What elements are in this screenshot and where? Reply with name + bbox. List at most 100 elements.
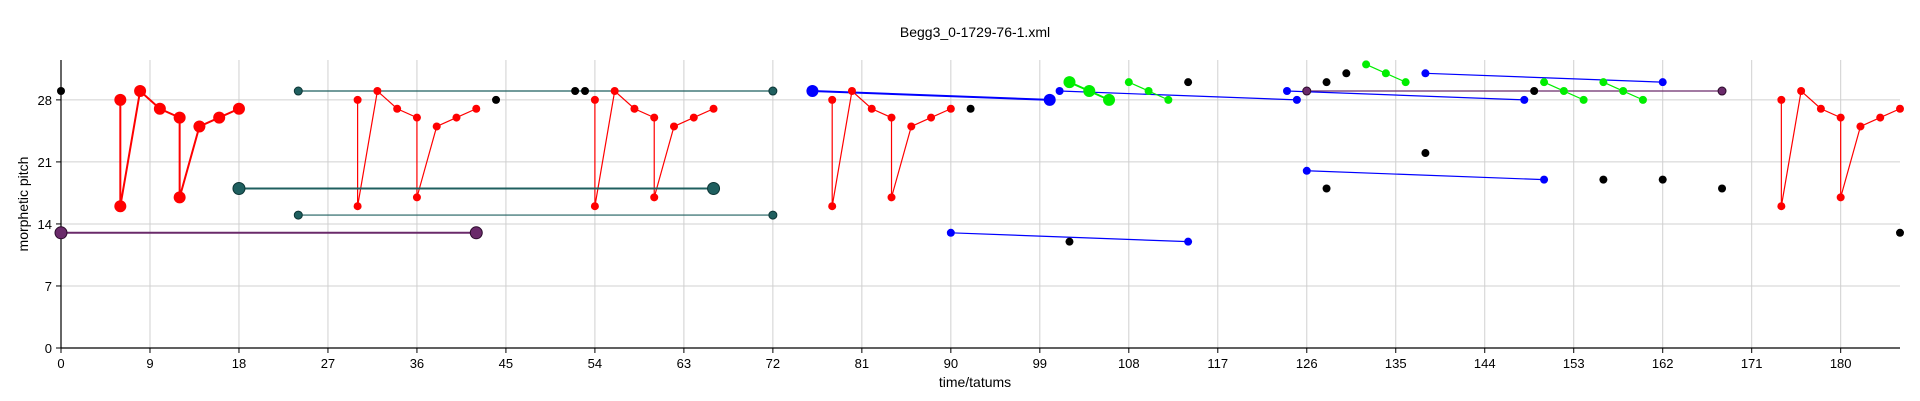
data-point <box>114 200 127 213</box>
y-tick-label: 14 <box>38 217 52 232</box>
series-line <box>831 89 952 207</box>
data-point <box>966 104 975 113</box>
x-tick-label: 99 <box>1033 356 1047 371</box>
data-point <box>1836 113 1845 122</box>
series-line <box>812 90 1050 101</box>
data-point <box>689 113 698 122</box>
data-point <box>707 181 721 195</box>
x-tick-label: 9 <box>146 356 153 371</box>
x-tick-label: 126 <box>1296 356 1318 371</box>
data-point <box>1421 69 1430 78</box>
data-point <box>153 102 166 115</box>
x-tick-label: 27 <box>321 356 335 371</box>
data-point <box>650 113 659 122</box>
data-point <box>887 193 896 202</box>
data-point <box>373 87 382 96</box>
data-point <box>581 87 590 96</box>
data-point <box>213 111 226 124</box>
data-point <box>1124 78 1133 87</box>
data-point <box>232 102 245 115</box>
data-point <box>1381 69 1390 78</box>
x-tick-label: 180 <box>1830 356 1852 371</box>
data-point <box>293 86 303 96</box>
data-point <box>353 202 362 211</box>
data-point <box>1896 228 1904 237</box>
data-point <box>1144 87 1153 96</box>
data-point <box>590 95 599 104</box>
data-point <box>173 191 186 204</box>
y-axis-title: morphetic pitch <box>15 157 31 252</box>
chart-title: Begg3_0-1729-76-1.xml <box>900 24 1050 40</box>
data-point <box>1777 95 1786 104</box>
x-tick-label: 108 <box>1118 356 1140 371</box>
data-point <box>571 87 580 96</box>
data-point <box>946 228 955 237</box>
x-tick-label: 36 <box>410 356 424 371</box>
data-point <box>1043 93 1056 106</box>
data-point <box>1302 86 1312 96</box>
data-point <box>1777 202 1786 211</box>
series-line <box>1059 90 1297 101</box>
data-point <box>867 104 876 113</box>
x-tick-label: 81 <box>855 356 869 371</box>
data-point <box>1362 60 1371 69</box>
data-point <box>709 104 718 113</box>
data-point <box>907 122 916 131</box>
data-point <box>1540 175 1549 184</box>
series-points <box>54 60 1904 246</box>
data-point <box>1530 87 1539 96</box>
data-point <box>946 104 955 113</box>
data-point <box>630 104 639 113</box>
axes <box>56 60 1900 353</box>
series-line <box>1425 72 1663 83</box>
data-point <box>1283 87 1291 96</box>
data-point <box>610 87 619 96</box>
data-point <box>1342 69 1351 78</box>
data-point <box>927 113 936 122</box>
data-point <box>1579 95 1588 104</box>
x-axis-title: time/tatums <box>939 374 1011 390</box>
data-point <box>353 95 362 104</box>
data-point <box>1599 175 1608 184</box>
data-point <box>1638 95 1647 104</box>
tick-labels: 0 9 18 27 36 45 54 63 72 81 90 99 108 117 126 135 144 153… <box>38 93 1852 371</box>
data-point <box>1322 78 1331 87</box>
data-point <box>1797 87 1806 96</box>
data-point <box>1164 95 1173 104</box>
data-point <box>1103 93 1116 106</box>
series-line <box>1306 170 1545 181</box>
data-point <box>293 210 303 220</box>
data-point <box>492 95 501 104</box>
x-tick-label: 45 <box>499 356 513 371</box>
data-point <box>828 202 837 211</box>
data-point <box>432 122 441 131</box>
x-tick-label: 54 <box>588 356 602 371</box>
data-point <box>1619 87 1628 96</box>
data-point <box>1083 85 1096 98</box>
data-point <box>393 104 402 113</box>
y-tick-label: 0 <box>45 341 52 356</box>
x-tick-label: 63 <box>677 356 691 371</box>
grid <box>60 60 1900 349</box>
data-point <box>670 122 678 131</box>
data-point <box>1896 104 1904 113</box>
x-tick-label: 144 <box>1474 356 1496 371</box>
data-point <box>768 210 778 220</box>
data-point <box>768 86 778 96</box>
data-point <box>1401 78 1410 87</box>
data-point <box>590 202 599 211</box>
data-point <box>1063 76 1076 89</box>
series-line <box>119 89 240 207</box>
data-point <box>1658 78 1667 87</box>
data-point <box>1322 184 1331 193</box>
data-point <box>412 113 421 122</box>
data-point <box>1836 193 1845 202</box>
data-point <box>412 193 421 202</box>
data-point <box>1816 104 1825 113</box>
data-point <box>1559 87 1568 96</box>
data-point <box>1055 87 1064 96</box>
x-tick-label: 171 <box>1741 356 1763 371</box>
data-point <box>1184 237 1193 246</box>
data-point <box>114 93 127 106</box>
